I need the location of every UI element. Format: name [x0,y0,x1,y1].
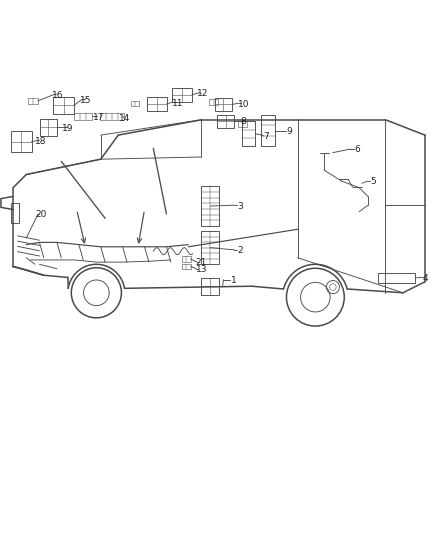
Text: 7: 7 [263,132,269,141]
Bar [182,256,191,262]
Text: 5: 5 [370,177,376,187]
Text: 9: 9 [286,127,292,136]
Text: 2: 2 [237,246,243,255]
Text: 4: 4 [423,274,428,283]
Bar [201,187,219,226]
Bar [217,115,234,128]
Bar [100,113,124,120]
Bar [201,278,219,295]
Bar [215,98,232,111]
Bar [147,96,166,110]
Text: 12: 12 [197,89,208,98]
Text: 1: 1 [230,276,237,285]
Text: 17: 17 [93,112,104,122]
Bar [11,131,32,152]
Bar [131,101,139,107]
Bar [209,99,218,105]
Text: 14: 14 [119,114,131,123]
Bar [201,231,219,264]
Bar [172,88,192,102]
Text: 18: 18 [35,137,46,146]
Text: 15: 15 [80,95,91,104]
Bar [40,119,57,135]
Bar [261,115,275,147]
Text: 11: 11 [172,99,183,108]
Bar [378,273,415,283]
Text: 16: 16 [52,91,63,100]
Bar [242,121,255,147]
Text: 3: 3 [237,201,243,211]
Text: 6: 6 [354,144,360,154]
Bar [53,96,74,114]
Text: 20: 20 [35,211,46,219]
Bar [182,264,191,269]
Bar [238,122,247,127]
Text: 21: 21 [195,259,206,268]
Text: 13: 13 [196,265,207,274]
Bar [28,98,38,104]
Text: 19: 19 [62,124,74,133]
Bar [74,113,92,120]
Bar [11,203,19,223]
Text: 10: 10 [238,100,249,109]
Text: 8: 8 [240,117,247,126]
